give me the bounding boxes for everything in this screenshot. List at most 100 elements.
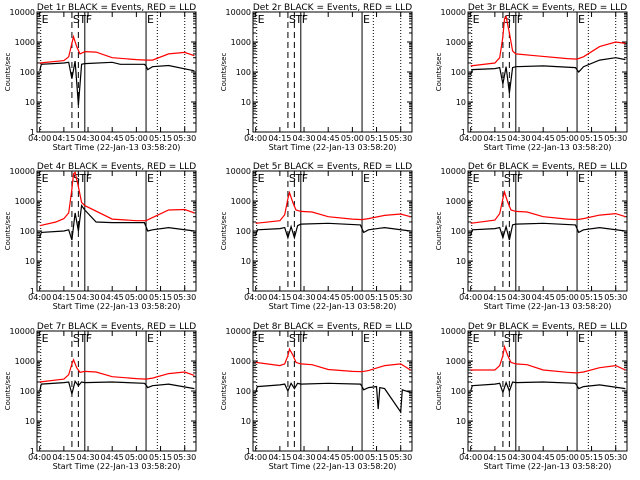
- series-line-lld: [470, 344, 626, 374]
- x-tick-label: 04:45: [317, 134, 340, 143]
- marker-label: F: [86, 172, 92, 185]
- marker-label: F: [302, 332, 308, 345]
- series-line-events: [470, 57, 626, 94]
- x-tick-label: 05:15: [365, 293, 388, 302]
- y-tick-label: 10000: [441, 167, 466, 176]
- y-tick-label: 10: [25, 417, 35, 426]
- plot-frame: [467, 11, 628, 133]
- panel-title: Det 9r BLACK = Events, RED = LLD: [468, 322, 627, 332]
- panel-title: Det 1r BLACK = Events, RED = LLD: [37, 3, 196, 13]
- y-tick-label: 100: [20, 387, 35, 396]
- x-tick-label: 04:30: [292, 134, 315, 143]
- y-tick-label: 100: [20, 68, 35, 77]
- y-tick-label: 10: [456, 257, 466, 266]
- series-line-events: [470, 222, 626, 241]
- series-group: [39, 358, 195, 397]
- x-tick-label: 04:30: [507, 453, 530, 462]
- x-tick-label: 05:15: [149, 293, 172, 302]
- marker-label: E: [578, 172, 585, 185]
- y-tick-label: 10: [456, 417, 466, 426]
- x-tick-label: 05:30: [389, 134, 412, 143]
- x-axis-label: Start Time (22-Jan-13 03:58:20): [269, 143, 397, 152]
- x-tick-label: 05:15: [580, 293, 603, 302]
- y-tick-label: 1000: [446, 357, 466, 366]
- x-tick-label: 04:15: [483, 453, 506, 462]
- marker-label: S: [504, 172, 511, 185]
- x-tick-label: 05:30: [173, 293, 196, 302]
- x-tick-label: 05:30: [604, 453, 627, 462]
- x-tick-label: 05:30: [389, 293, 412, 302]
- series-group: [470, 189, 626, 241]
- y-tick-label: 1: [461, 287, 466, 296]
- marker-label: F: [302, 172, 308, 185]
- series-group: [39, 171, 195, 241]
- x-tick-label: 04:45: [532, 293, 555, 302]
- series-line-lld: [39, 34, 195, 64]
- series-group: [255, 190, 411, 240]
- x-tick-label: 04:15: [268, 134, 291, 143]
- y-tick-label: 1: [30, 128, 35, 137]
- marker-label: S: [504, 332, 511, 345]
- y-tick-label: 1: [246, 447, 251, 456]
- y-tick-label: 10: [25, 257, 35, 266]
- series-group: [470, 15, 626, 94]
- x-tick-label: 04:30: [292, 293, 315, 302]
- panel-title: Det 8r BLACK = Events, RED = LLD: [253, 322, 412, 332]
- y-tick-label: 100: [451, 227, 466, 236]
- x-tick-label: 04:30: [507, 293, 530, 302]
- plot-frame: [467, 330, 628, 452]
- x-axis-label: Start Time (22-Jan-13 03:58:20): [269, 462, 397, 471]
- y-tick-label: 100: [236, 68, 251, 77]
- marker-label: T: [294, 332, 302, 345]
- panel-title: Det 5r BLACK = Events, RED = LLD: [253, 162, 412, 172]
- y-tick-label: 10000: [441, 327, 466, 336]
- x-tick-label: 04:30: [76, 293, 99, 302]
- y-tick-label: 1: [30, 287, 35, 296]
- panel-title: Det 2r BLACK = Events, RED = LLD: [253, 3, 412, 13]
- panel-title: Det 3r BLACK = Events, RED = LLD: [468, 3, 627, 13]
- x-tick-label: 04:45: [317, 453, 340, 462]
- x-tick-label: 05:30: [173, 134, 196, 143]
- marker-label: S: [289, 172, 296, 185]
- x-tick-label: 04:30: [76, 453, 99, 462]
- marker-label: E: [578, 13, 585, 26]
- series-line-lld: [470, 15, 626, 67]
- x-tick-label: 04:00: [244, 293, 267, 302]
- x-tick-label: 04:45: [101, 293, 124, 302]
- y-tick-label: 10000: [10, 167, 35, 176]
- x-tick-label: 04:15: [52, 293, 75, 302]
- marker-label: F: [517, 172, 523, 185]
- x-tick-label: 04:30: [507, 134, 530, 143]
- y-axis-label: Counts/sec: [435, 212, 443, 251]
- x-tick-label: 04:45: [317, 293, 340, 302]
- y-axis-label: Counts/sec: [220, 372, 228, 411]
- y-axis-label: Counts/sec: [4, 212, 12, 251]
- marker-label: E: [42, 13, 49, 26]
- x-tick-label: 04:15: [268, 453, 291, 462]
- y-tick-label: 100: [236, 387, 251, 396]
- x-tick-label: 04:00: [28, 134, 51, 143]
- y-tick-label: 10000: [226, 8, 251, 17]
- marker-label: E: [42, 332, 49, 345]
- x-tick-label: 05:30: [604, 134, 627, 143]
- series-line-events: [39, 60, 195, 105]
- x-tick-label: 04:15: [483, 293, 506, 302]
- y-tick-label: 1000: [231, 38, 251, 47]
- y-tick-label: 1000: [231, 357, 251, 366]
- marker-label: E: [363, 172, 370, 185]
- panel-det-1: Det 1r BLACK = Events, RED = LLD Counts/s…: [4, 3, 197, 152]
- y-tick-label: 10000: [10, 327, 35, 336]
- marker-label: F: [302, 13, 308, 26]
- y-tick-label: 1000: [15, 357, 35, 366]
- series-group: [470, 344, 626, 395]
- y-tick-label: 1000: [231, 197, 251, 206]
- marker-label: S: [73, 332, 80, 345]
- marker-label: T: [78, 332, 86, 345]
- x-tick-label: 04:15: [52, 134, 75, 143]
- y-tick-label: 100: [236, 227, 251, 236]
- marker-label: E: [363, 13, 370, 26]
- panel-title: Det 4r BLACK = Events, RED = LLD: [37, 162, 196, 172]
- x-tick-label: 05:15: [149, 134, 172, 143]
- series-line-events: [470, 380, 626, 395]
